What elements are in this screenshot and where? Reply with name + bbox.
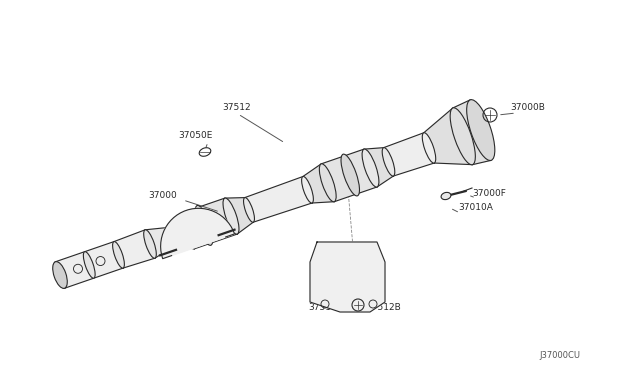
Ellipse shape xyxy=(144,230,156,258)
Ellipse shape xyxy=(52,262,67,288)
Text: 37000: 37000 xyxy=(148,190,177,199)
Polygon shape xyxy=(114,230,155,268)
Polygon shape xyxy=(453,100,491,165)
Ellipse shape xyxy=(441,192,451,200)
Ellipse shape xyxy=(113,241,124,268)
Ellipse shape xyxy=(54,262,66,288)
Polygon shape xyxy=(182,198,237,249)
Polygon shape xyxy=(167,213,195,249)
Polygon shape xyxy=(161,208,234,259)
Ellipse shape xyxy=(244,198,255,222)
Polygon shape xyxy=(321,149,377,202)
Text: 37050E: 37050E xyxy=(178,131,212,140)
Polygon shape xyxy=(56,241,123,288)
Ellipse shape xyxy=(362,149,379,187)
Polygon shape xyxy=(244,176,312,222)
Text: 37512B: 37512B xyxy=(366,304,401,312)
Ellipse shape xyxy=(301,176,314,203)
Ellipse shape xyxy=(223,198,239,234)
Polygon shape xyxy=(424,108,472,165)
Polygon shape xyxy=(364,148,394,187)
Ellipse shape xyxy=(319,164,336,202)
Ellipse shape xyxy=(422,133,436,163)
Text: 37010A: 37010A xyxy=(458,202,493,212)
Polygon shape xyxy=(383,133,434,176)
Text: J37000CU: J37000CU xyxy=(539,350,580,359)
Ellipse shape xyxy=(382,148,395,176)
Text: 37000F: 37000F xyxy=(472,189,506,198)
Ellipse shape xyxy=(166,228,175,247)
Ellipse shape xyxy=(467,100,495,160)
Polygon shape xyxy=(310,242,385,312)
Ellipse shape xyxy=(195,205,213,246)
Ellipse shape xyxy=(180,213,196,249)
Polygon shape xyxy=(225,198,253,234)
Polygon shape xyxy=(145,228,173,258)
Ellipse shape xyxy=(83,251,95,278)
Text: 37000B: 37000B xyxy=(510,103,545,112)
Ellipse shape xyxy=(341,154,360,196)
Text: 37512: 37512 xyxy=(222,103,251,112)
Polygon shape xyxy=(303,164,334,203)
Ellipse shape xyxy=(450,108,476,165)
Text: 37511: 37511 xyxy=(308,304,337,312)
